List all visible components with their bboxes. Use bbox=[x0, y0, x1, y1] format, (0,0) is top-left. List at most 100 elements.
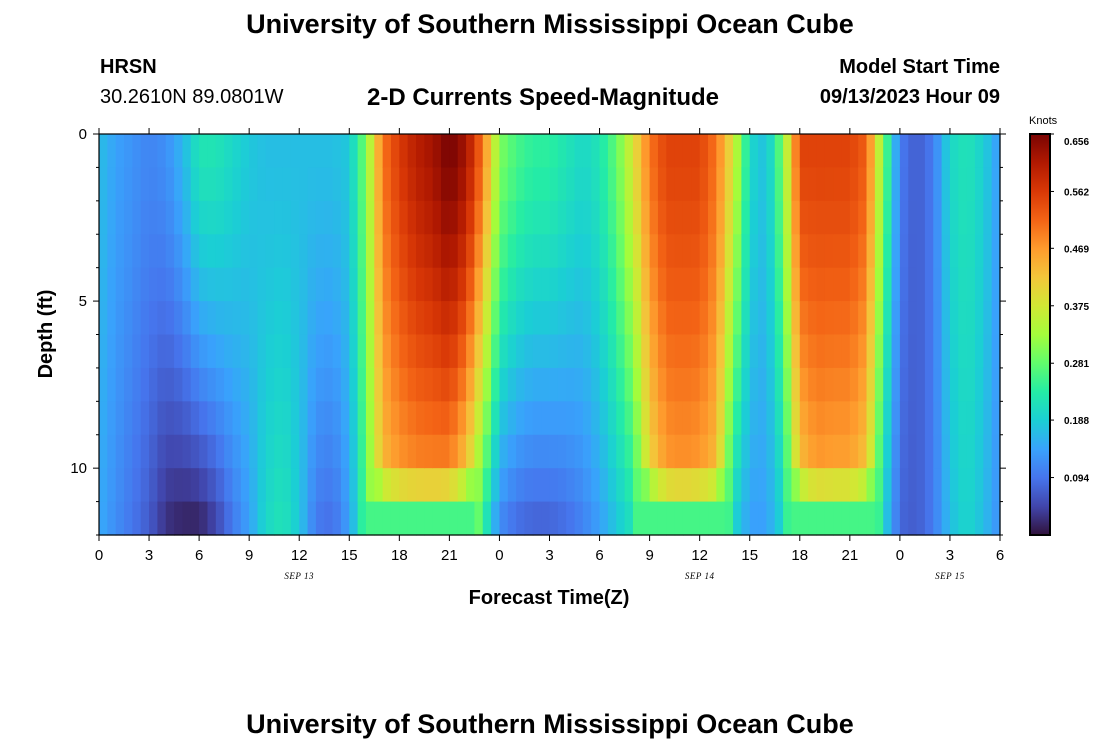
heatmap-cell bbox=[140, 167, 150, 202]
heatmap-cell bbox=[232, 301, 242, 336]
heatmap-cell bbox=[874, 401, 884, 436]
heatmap-cell bbox=[899, 501, 909, 536]
heatmap-cell bbox=[340, 401, 350, 436]
heatmap-cell bbox=[716, 334, 726, 369]
heatmap-cell bbox=[449, 301, 459, 336]
heatmap-cell bbox=[908, 468, 918, 503]
heatmap-cell bbox=[616, 401, 626, 436]
heatmap-cell bbox=[215, 434, 225, 469]
heatmap-cell bbox=[591, 267, 601, 302]
heatmap-cell bbox=[382, 134, 392, 169]
heatmap-cell bbox=[941, 434, 951, 469]
heatmap-cell bbox=[766, 301, 776, 336]
heatmap-cell bbox=[249, 267, 259, 302]
heatmap-cell bbox=[165, 267, 175, 302]
heatmap-cell bbox=[591, 334, 601, 369]
heatmap-cell bbox=[974, 401, 984, 436]
heatmap-cell bbox=[549, 401, 559, 436]
heatmap-cell bbox=[524, 200, 534, 235]
heatmap-cell bbox=[240, 501, 250, 536]
x-tick-label: 0 bbox=[495, 547, 503, 564]
heatmap-cell bbox=[457, 301, 467, 336]
heatmap-cell bbox=[691, 234, 701, 269]
heatmap-cell bbox=[924, 167, 934, 202]
heatmap-cell bbox=[182, 167, 192, 202]
heatmap-cell bbox=[899, 468, 909, 503]
heatmap-cell bbox=[240, 234, 250, 269]
page-title: University of Southern Mississippi Ocean… bbox=[246, 9, 854, 39]
heatmap-cell bbox=[641, 200, 651, 235]
colorbar-tick-label: 0.656 bbox=[1064, 137, 1089, 148]
heatmap-cell bbox=[107, 301, 117, 336]
heatmap-cell bbox=[624, 301, 634, 336]
heatmap-cell bbox=[324, 401, 334, 436]
heatmap-cell bbox=[315, 334, 325, 369]
heatmap-cell bbox=[933, 434, 943, 469]
heatmap-cell bbox=[466, 401, 476, 436]
heatmap-cell bbox=[933, 501, 943, 536]
heatmap-cell bbox=[666, 334, 676, 369]
heatmap-cell bbox=[190, 234, 200, 269]
heatmap-cell bbox=[165, 200, 175, 235]
heatmap-cell bbox=[758, 401, 767, 436]
heatmap-cell bbox=[891, 267, 901, 302]
heatmap-cell bbox=[265, 334, 275, 369]
heatmap-cell bbox=[858, 234, 868, 269]
heatmap-cell bbox=[607, 234, 617, 269]
heatmap-cell bbox=[182, 501, 192, 536]
heatmap-cell bbox=[766, 334, 776, 369]
heatmap-cell bbox=[399, 234, 409, 269]
heatmap-cell bbox=[416, 267, 425, 302]
heatmap-cell bbox=[215, 301, 225, 336]
heatmap-cell bbox=[374, 367, 384, 402]
heatmap-cell bbox=[507, 334, 517, 369]
heatmap-cell bbox=[190, 501, 200, 536]
heatmap-cell bbox=[332, 434, 342, 469]
heatmap-cell bbox=[833, 134, 843, 169]
heatmap-cell bbox=[816, 234, 826, 269]
heatmap-cell bbox=[649, 301, 659, 336]
heatmap-cell bbox=[599, 367, 609, 402]
heatmap-cell bbox=[657, 234, 667, 269]
heatmap-cell bbox=[274, 134, 284, 169]
x-tick-label: 15 bbox=[341, 547, 358, 564]
heatmap-cell bbox=[949, 434, 959, 469]
heatmap-cell bbox=[532, 134, 542, 169]
heatmap-cell bbox=[449, 134, 459, 169]
heatmap-cell bbox=[299, 501, 309, 536]
heatmap-cell bbox=[874, 134, 884, 169]
heatmap-cell bbox=[240, 401, 250, 436]
heatmap-cell bbox=[774, 267, 784, 302]
heatmap-cell bbox=[849, 401, 859, 436]
heatmap-cell bbox=[849, 134, 859, 169]
heatmap-cell bbox=[499, 234, 509, 269]
heatmap-cell bbox=[991, 434, 1001, 469]
heatmap-cell bbox=[958, 468, 968, 503]
heatmap-cell bbox=[199, 200, 209, 235]
heatmap-cell bbox=[491, 134, 501, 169]
heatmap-cell bbox=[482, 200, 492, 235]
heatmap-cell bbox=[983, 200, 993, 235]
heatmap-cell bbox=[899, 200, 909, 235]
heatmap-cell bbox=[190, 401, 200, 436]
heatmap-cell bbox=[641, 134, 651, 169]
heatmap-cell bbox=[365, 167, 375, 202]
heatmap-cell bbox=[749, 134, 759, 169]
heatmap-cell bbox=[791, 167, 801, 202]
heatmap-cell bbox=[682, 468, 692, 503]
heatmap-cell bbox=[657, 301, 667, 336]
heatmap-cell bbox=[933, 468, 943, 503]
heatmap-cell bbox=[265, 167, 275, 202]
heatmap-cell bbox=[699, 401, 709, 436]
heatmap-cell bbox=[541, 267, 551, 302]
heatmap-cell bbox=[315, 200, 325, 235]
heatmap-cell bbox=[482, 334, 492, 369]
x-tick-label: 21 bbox=[841, 547, 858, 564]
heatmap-cell bbox=[708, 200, 717, 235]
heatmap-cell bbox=[516, 301, 526, 336]
heatmap-cell bbox=[265, 501, 275, 536]
heatmap-cell bbox=[741, 234, 751, 269]
heatmap-cell bbox=[340, 367, 350, 402]
heatmap-cell bbox=[182, 334, 192, 369]
heatmap-cell bbox=[340, 234, 350, 269]
